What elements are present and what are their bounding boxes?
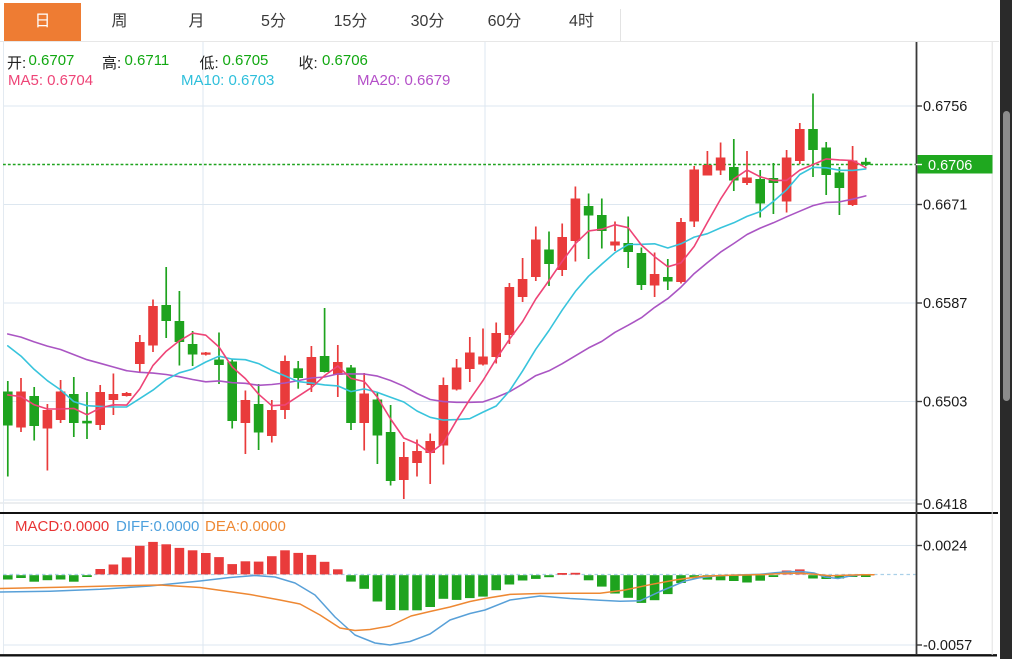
svg-text:-0.0057: -0.0057 xyxy=(923,638,972,654)
svg-text:0.6587: 0.6587 xyxy=(923,296,967,312)
svg-text:0.6503: 0.6503 xyxy=(923,395,967,411)
svg-text:0.6756: 0.6756 xyxy=(923,99,967,115)
svg-text:0.6706: 0.6706 xyxy=(928,158,972,174)
svg-text:0.0024: 0.0024 xyxy=(923,539,967,555)
svg-text:0.6671: 0.6671 xyxy=(923,198,967,214)
svg-text:0.6418: 0.6418 xyxy=(923,497,967,513)
